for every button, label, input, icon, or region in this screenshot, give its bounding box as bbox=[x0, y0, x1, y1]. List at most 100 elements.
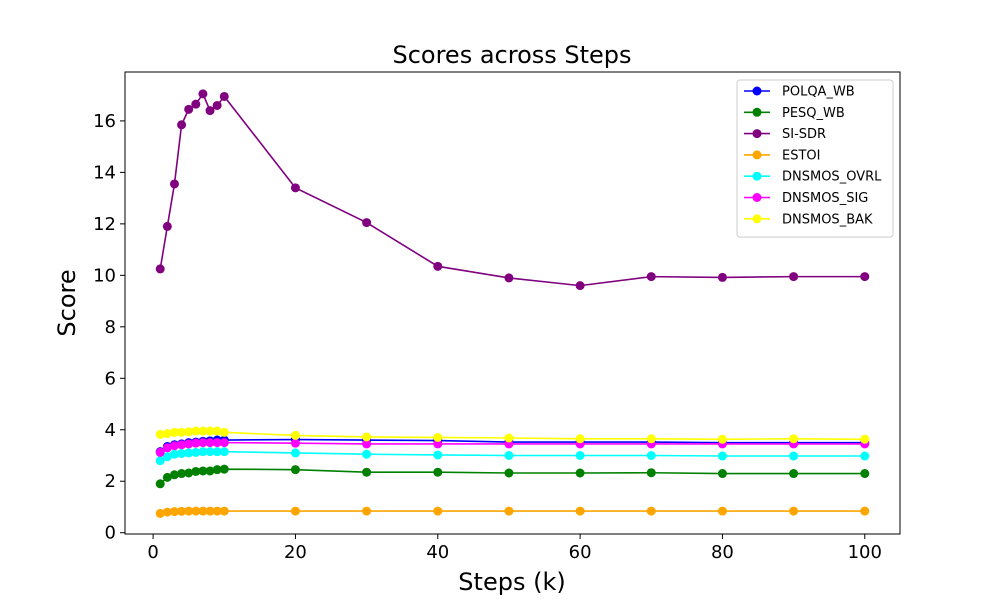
x-tick-label: 0 bbox=[147, 542, 158, 563]
legend-item-polqa-wb: POLQA_WB bbox=[744, 85, 855, 100]
data-point-estoi bbox=[162, 507, 172, 517]
data-point-dnsmos-sig bbox=[155, 447, 165, 457]
data-point-dnsmos-bak bbox=[433, 432, 443, 442]
series-estoi bbox=[155, 506, 870, 518]
data-point-dnsmos-sig bbox=[169, 441, 179, 451]
data-point-estoi bbox=[219, 506, 229, 516]
data-point-dnsmos-ovrl bbox=[198, 447, 208, 457]
data-point-dnsmos-ovrl bbox=[155, 456, 165, 466]
data-point-si-sdr bbox=[504, 273, 514, 283]
data-point-dnsmos-sig bbox=[219, 438, 229, 448]
legend-item-dnsmos-bak: DNSMOS_BAK bbox=[744, 212, 873, 227]
y-tick-label: 2 bbox=[105, 471, 116, 492]
data-point-dnsmos-ovrl bbox=[789, 451, 799, 461]
y-tick-label: 0 bbox=[105, 523, 116, 544]
data-point-dnsmos-ovrl bbox=[362, 449, 372, 459]
data-point-dnsmos-bak bbox=[860, 434, 870, 444]
legend-item-dnsmos-ovrl: DNSMOS_OVRL bbox=[744, 170, 882, 185]
data-point-dnsmos-bak bbox=[219, 427, 229, 437]
data-point-si-sdr bbox=[198, 89, 208, 99]
legend-box bbox=[736, 79, 894, 238]
x-tick-label: 20 bbox=[284, 542, 307, 563]
data-point-dnsmos-sig bbox=[290, 438, 300, 448]
data-point-dnsmos-bak bbox=[191, 426, 201, 436]
data-point-dnsmos-bak bbox=[184, 427, 194, 437]
data-point-pesq-wb bbox=[191, 466, 201, 476]
y-tick-label: 14 bbox=[93, 162, 116, 183]
data-point-pesq-wb bbox=[219, 464, 229, 474]
y-tick-label: 8 bbox=[105, 317, 116, 338]
data-point-si-sdr bbox=[155, 264, 165, 274]
data-point-pesq-wb bbox=[646, 468, 656, 478]
data-point-si-sdr bbox=[717, 272, 727, 282]
data-point-estoi bbox=[198, 506, 208, 516]
data-point-pesq-wb bbox=[290, 465, 300, 475]
data-point-pesq-wb bbox=[575, 468, 585, 478]
data-point-estoi bbox=[212, 506, 222, 516]
y-tick-label: 6 bbox=[105, 368, 116, 389]
y-tick-label: 4 bbox=[105, 420, 116, 441]
data-point-si-sdr bbox=[162, 221, 172, 231]
data-point-estoi bbox=[184, 506, 194, 516]
data-point-dnsmos-bak bbox=[290, 430, 300, 440]
data-point-pesq-wb bbox=[155, 479, 165, 489]
legend-marker bbox=[752, 129, 762, 139]
x-tick-label: 80 bbox=[711, 542, 734, 563]
data-point-pesq-wb bbox=[717, 469, 727, 479]
data-point-pesq-wb bbox=[198, 466, 208, 476]
data-point-dnsmos-bak bbox=[504, 433, 514, 443]
data-point-dnsmos-sig bbox=[198, 438, 208, 448]
data-point-pesq-wb bbox=[789, 469, 799, 479]
data-point-dnsmos-bak bbox=[162, 429, 172, 439]
data-point-si-sdr bbox=[169, 179, 179, 189]
data-point-dnsmos-sig bbox=[162, 443, 172, 453]
x-axis-title: Steps (k) bbox=[458, 568, 565, 596]
data-point-estoi bbox=[205, 506, 215, 516]
chart-title: Scores across Steps bbox=[392, 41, 631, 69]
x-tick-label: 100 bbox=[848, 542, 882, 563]
data-point-si-sdr bbox=[860, 272, 870, 282]
x-tick-label: 40 bbox=[426, 542, 449, 563]
legend-marker bbox=[752, 193, 762, 202]
data-point-pesq-wb bbox=[860, 469, 870, 479]
data-point-dnsmos-sig bbox=[191, 438, 201, 448]
series-pesq-wb bbox=[155, 464, 870, 489]
legend-item-pesq-wb: PESQ_WB bbox=[744, 106, 845, 121]
data-point-pesq-wb bbox=[362, 467, 372, 477]
series-dnsmos-sig bbox=[155, 438, 870, 457]
data-point-estoi bbox=[169, 507, 179, 517]
legend: POLQA_WB PESQ_WB SI-SDR ESTOI DNSMOS_OVRL DNS… bbox=[736, 79, 894, 238]
legend-marker bbox=[752, 214, 762, 224]
data-point-estoi bbox=[717, 506, 727, 516]
data-point-dnsmos-bak bbox=[789, 434, 799, 444]
data-point-si-sdr bbox=[191, 99, 201, 109]
data-point-pesq-wb bbox=[504, 468, 514, 478]
data-point-dnsmos-ovrl bbox=[177, 448, 187, 458]
data-point-estoi bbox=[191, 506, 201, 516]
data-point-pesq-wb bbox=[205, 466, 215, 476]
legend-label: DNSMOS_BAK bbox=[782, 212, 873, 227]
data-point-dnsmos-ovrl bbox=[205, 447, 215, 457]
data-point-dnsmos-bak bbox=[362, 432, 372, 442]
series-si-sdr bbox=[155, 89, 870, 291]
y-axis-title: Score bbox=[53, 269, 81, 336]
data-point-si-sdr bbox=[362, 218, 372, 228]
data-point-dnsmos-sig bbox=[433, 439, 443, 449]
data-point-estoi bbox=[575, 506, 585, 516]
legend-label: PESQ_WB bbox=[782, 106, 845, 121]
data-point-dnsmos-bak bbox=[169, 427, 179, 437]
legend-label: POLQA_WB bbox=[782, 85, 855, 100]
data-point-dnsmos-bak bbox=[198, 426, 208, 436]
series-dnsmos-bak bbox=[155, 426, 870, 444]
data-point-dnsmos-ovrl bbox=[191, 447, 201, 457]
data-point-dnsmos-sig bbox=[177, 440, 187, 450]
data-point-dnsmos-bak bbox=[575, 434, 585, 444]
legend-label: DNSMOS_OVRL bbox=[782, 170, 882, 185]
data-point-si-sdr bbox=[205, 106, 215, 116]
data-point-dnsmos-ovrl bbox=[162, 452, 172, 462]
data-point-estoi bbox=[860, 506, 870, 516]
data-point-pesq-wb bbox=[212, 465, 222, 475]
data-point-dnsmos-bak bbox=[205, 426, 215, 436]
data-point-dnsmos-sig bbox=[205, 438, 215, 448]
